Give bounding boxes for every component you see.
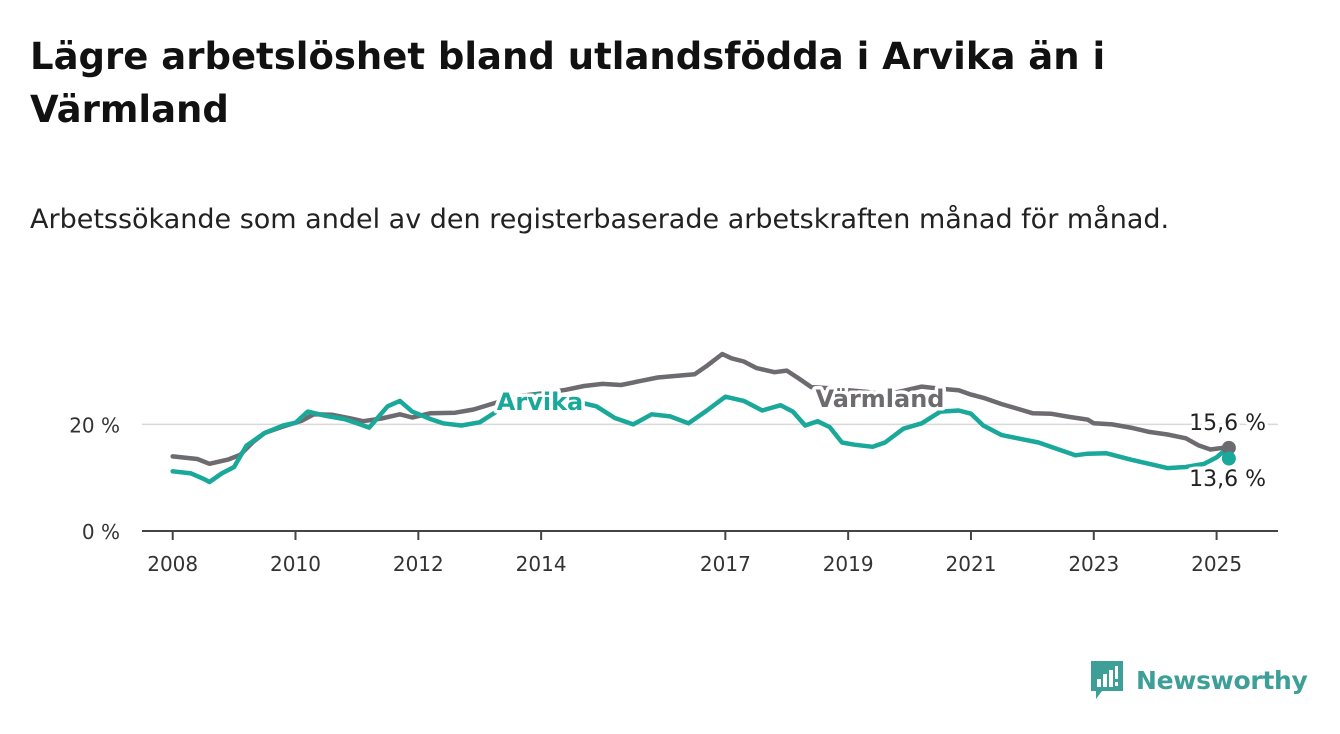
x-tick-label: 2017 — [700, 552, 751, 576]
x-tick-label: 2019 — [823, 552, 874, 576]
x-tick-label: 2023 — [1068, 552, 1119, 576]
y-tick-label: 0 % — [82, 520, 120, 544]
x-tick-label: 2025 — [1191, 552, 1242, 576]
x-tick-label: 2008 — [147, 552, 198, 576]
series-label-arvika: Arvika — [497, 388, 583, 416]
chart-subtitle: Arbetssökande som andel av den registerb… — [30, 204, 1170, 235]
x-tick-label: 2012 — [393, 552, 444, 576]
end-value-label-vrmland: 15,6 % — [1189, 411, 1266, 436]
chart-title: Lägre arbetslöshet bland utlandsfödda i … — [30, 35, 1106, 131]
end-point-vrmland — [1221, 440, 1236, 455]
x-tick-label: 2021 — [946, 552, 997, 576]
end-point-arvika — [1221, 451, 1236, 466]
y-tick-label: 20 % — [69, 413, 120, 437]
x-tick-label: 2010 — [270, 552, 321, 576]
newsworthy-logo-icon — [1091, 661, 1123, 699]
series-line-vrmland — [170, 351, 1232, 467]
brand-name: Newsworthy — [1136, 665, 1308, 695]
end-value-label-arvika: 13,6 % — [1189, 467, 1266, 492]
x-tick-label: 2014 — [516, 552, 567, 576]
series-label-vrmland: Värmland — [816, 385, 945, 413]
line-chart: 0 % 20 % 2008 2010 2012 2014 2017 2019 2021 2023 2… — [69, 351, 1278, 576]
brand-logo: Newsworthy — [1088, 658, 1308, 702]
series-line-arvika — [170, 392, 1232, 485]
